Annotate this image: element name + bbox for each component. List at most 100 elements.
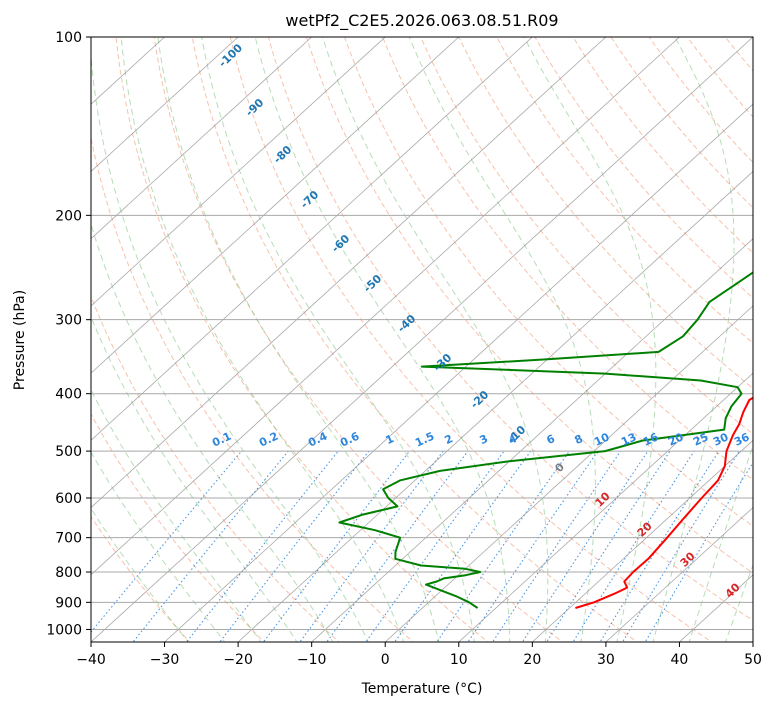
mixing-ratio-line — [467, 450, 599, 642]
x-tick-label: 50 — [744, 652, 762, 668]
mixing-ratio-label: 16 — [641, 430, 661, 448]
moist-adiabat-line — [120, 37, 405, 642]
mixing-ratio-line — [599, 450, 720, 642]
mixing-ratio-line — [492, 450, 622, 642]
y-axis-title: Pressure (hPa) — [12, 290, 28, 390]
mixing-ratio-label: 36 — [732, 430, 752, 448]
dry-adiabat-line — [686, 37, 753, 118]
dry-adiabat-label: -70 — [298, 188, 322, 211]
y-tick-label: 900 — [55, 595, 82, 611]
moist-adiabat-line — [322, 37, 549, 642]
mixing-ratio-label: 6 — [545, 432, 558, 447]
x-tick-label: −40 — [76, 652, 106, 668]
temperature-profile-line — [575, 396, 753, 609]
dry-adiabat-line — [153, 37, 564, 642]
y-tick-label: 600 — [55, 491, 82, 507]
dry-adiabat-line — [229, 37, 713, 642]
isotherm-line — [91, 37, 386, 307]
isotherm-line — [91, 37, 460, 374]
dry-adiabat-line — [343, 37, 753, 527]
dry-adiabat-line — [420, 37, 753, 435]
mixing-ratio-line — [572, 450, 695, 642]
dry-adiabat-label: -20 — [468, 388, 492, 411]
profile-lines — [338, 271, 753, 609]
y-tick-label: 300 — [55, 313, 82, 329]
x-tick-label: −10 — [297, 652, 327, 668]
isotherm-line — [605, 507, 753, 642]
mixing-ratio-label: 1.5 — [413, 430, 436, 450]
isotherm-line — [384, 305, 753, 642]
moist-adiabat-line — [91, 315, 298, 642]
y-tick-label: 100 — [55, 30, 82, 46]
isotherm-line — [91, 37, 312, 240]
dry-adiabat-line — [267, 37, 753, 622]
mixing-ratio-line — [91, 450, 242, 633]
mixing-ratio-line — [326, 450, 469, 642]
isotherm-line — [458, 372, 753, 642]
dry-adiabat-label: 20 — [635, 519, 655, 539]
isotherm-line — [91, 37, 680, 576]
isotherm-line — [532, 439, 753, 642]
dry-adiabat-line — [91, 295, 340, 642]
dry-adiabat-label: -40 — [395, 312, 419, 335]
moist-adiabat-line — [652, 37, 735, 642]
moist-adiabat-line — [254, 37, 511, 642]
x-tick-label: 10 — [450, 652, 468, 668]
mixing-ratio-line — [394, 450, 532, 642]
mixing-ratio-line — [185, 450, 339, 642]
dry-adiabat-label: 40 — [723, 580, 743, 600]
dry-adiabat-line — [753, 24, 775, 645]
isotherm-line — [91, 37, 753, 642]
mixing-ratio-label: 25 — [691, 430, 710, 448]
dry-adiabat-line — [724, 37, 753, 72]
mixing-ratio-label: 0.6 — [338, 429, 361, 449]
axis-ticks: −40 −30 −20 −10 0 10 20 30 40 50 1000 900 800 700 600 5… — [46, 30, 762, 668]
mixing-ratio-line — [621, 450, 740, 642]
dry-adiabat-label: -30 — [431, 351, 455, 374]
mixing-ratio-label: 20 — [666, 430, 686, 448]
dry-adiabat-line — [458, 37, 753, 389]
x-tick-label: 20 — [523, 652, 541, 668]
dry-adiabat-line — [115, 37, 489, 642]
moist-adiabat-line — [201, 37, 475, 642]
mixing-ratio-line — [545, 450, 671, 642]
mixing-ratio-label: 0.2 — [257, 430, 280, 450]
mixing-ratio-label: 30 — [711, 430, 731, 448]
mixing-ratio-label: 2 — [443, 432, 455, 447]
moist-adiabat-line — [91, 507, 189, 642]
moist-adiabat-line — [91, 49, 369, 642]
x-tick-label: −20 — [223, 652, 253, 668]
dry-adiabat-line — [91, 515, 191, 642]
y-tick-label: 400 — [55, 387, 82, 403]
mixing-ratio-line — [521, 450, 649, 642]
dry-adiabat-line — [91, 135, 415, 642]
isotherm-line — [91, 37, 239, 172]
dry-adiabat-line — [305, 37, 753, 574]
x-axis-title: Temperature (°C) — [361, 681, 483, 697]
dewpoint-profile-line — [338, 271, 753, 609]
dry-adiabat-label: -90 — [243, 96, 267, 119]
mixing-ratio-label: 13 — [619, 430, 638, 448]
mixing-ratio-line — [299, 450, 444, 642]
mixing-ratio-line — [262, 450, 410, 642]
mixing-ratio-line — [436, 450, 570, 642]
x-tick-label: 0 — [381, 652, 390, 668]
isotherm-line — [91, 37, 607, 509]
dry-adiabat-line — [648, 37, 753, 164]
isotherm-line — [237, 170, 753, 642]
dry-adiabat-label: -60 — [329, 232, 353, 255]
isotherm-line — [752, 641, 753, 642]
x-tick-label: 40 — [671, 652, 689, 668]
moist-adiabat-line — [688, 443, 753, 642]
dry-adiabat-line — [191, 37, 639, 642]
dry-adiabat-label: 30 — [678, 549, 698, 569]
mixing-ratio-line — [365, 450, 505, 642]
dry-adiabat-line — [496, 37, 753, 344]
moist-adiabat-line — [91, 451, 226, 642]
y-tick-label: 800 — [55, 565, 82, 581]
mixing-ratio-line — [219, 450, 370, 642]
isotherm-line — [311, 238, 753, 642]
plot-frame — [90, 36, 754, 643]
dry-adiabat-label: -100 — [216, 41, 245, 70]
x-tick-label: −30 — [150, 652, 180, 668]
